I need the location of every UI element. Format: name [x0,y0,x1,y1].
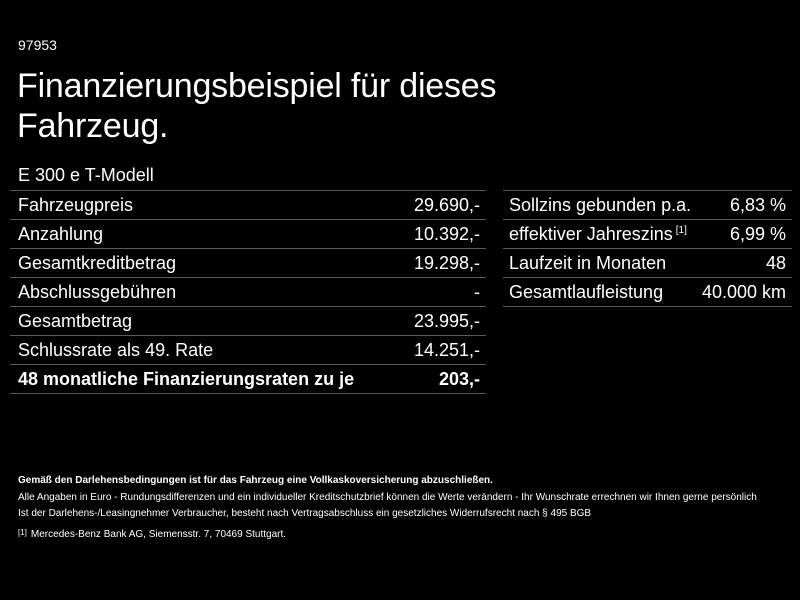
legal-footer: Gemäß den Darlehensbedingungen ist für d… [18,473,793,543]
vehicle-reference-number: 97953 [18,37,57,53]
footnote-text: Mercedes-Benz Bank AG, Siemensstr. 7, 70… [30,529,287,540]
table-row-closing-fees: Abschlussgebühren - [10,278,486,307]
row-label: Fahrzeugpreis [18,194,134,215]
table-row-effective-rate: effektiver Jahreszins [1] 6,99 % [503,220,792,249]
table-row-total-mileage: Gesamtlaufleistung 40.000 km [503,278,792,307]
row-value: 203,- [438,368,480,389]
financing-details-table: Fahrzeugpreis 29.690,- Anzahlung 10.392,… [10,190,486,394]
row-value: 14.251,- [413,339,480,360]
title-line-1: Finanzierungsbeispiel für dieses [17,67,497,105]
withdrawal-right-note: Ist der Darlehens-/Leasingnehmer Verbrau… [18,508,592,519]
table-row-vehicle-price: Fahrzeugpreis 29.690,- [10,191,486,220]
row-label: 48 monatliche Finanzierungsraten zu je [18,368,355,389]
row-label: Gesamtlaufleistung [509,281,664,302]
row-label: Schlussrate als 49. Rate [18,339,214,360]
row-value: 48 [765,252,786,273]
row-label: Abschlussgebühren [18,281,177,302]
row-value: - [474,281,480,302]
page-title: Finanzierungsbeispiel für dieses Fahrzeu… [17,66,497,146]
table-row-final-installment: Schlussrate als 49. Rate 14.251,- [10,336,486,365]
row-label: Anzahlung [18,223,104,244]
row-label: effektiver Jahreszins [509,223,673,244]
insurance-note: Gemäß den Darlehensbedingungen ist für d… [18,475,493,486]
row-value: 40.000 km [701,281,786,302]
vehicle-model: E 300 e T-Modell [18,165,154,185]
row-value: 6,99 % [729,223,786,244]
table-row-monthly-rate: 48 monatliche Finanzierungsraten zu je 2… [10,365,486,394]
row-value: 19.298,- [413,252,480,273]
row-value: 23.995,- [413,310,480,331]
row-label-with-footnote: effektiver Jahreszins [1] [509,224,687,245]
table-row-term-months: Laufzeit in Monaten 48 [503,249,792,278]
row-value: 6,83 % [729,194,786,215]
title-line-2: Fahrzeug. [17,107,169,145]
footnote-mark: [1] [18,528,27,537]
table-row-down-payment: Anzahlung 10.392,- [10,220,486,249]
table-row-total-credit: Gesamtkreditbetrag 19.298,- [10,249,486,278]
row-label: Gesamtkreditbetrag [18,252,177,273]
interest-terms-table: Sollzins gebunden p.a. 6,83 % effektiver… [503,190,792,307]
disclaimer-text: Alle Angaben in Euro - Rundungsdifferenz… [18,492,757,503]
footnote-reference: [1] [675,224,687,236]
row-value: 10.392,- [413,223,480,244]
row-label: Laufzeit in Monaten [509,252,667,273]
row-value: 29.690,- [413,194,480,215]
footnote: [1] Mercedes-Benz Bank AG, Siemensstr. 7,… [18,525,793,543]
row-label: Sollzins gebunden p.a. [509,194,692,215]
row-label: Gesamtbetrag [18,310,133,331]
table-row-total-amount: Gesamtbetrag 23.995,- [10,307,486,336]
table-row-nominal-rate: Sollzins gebunden p.a. 6,83 % [503,191,792,220]
